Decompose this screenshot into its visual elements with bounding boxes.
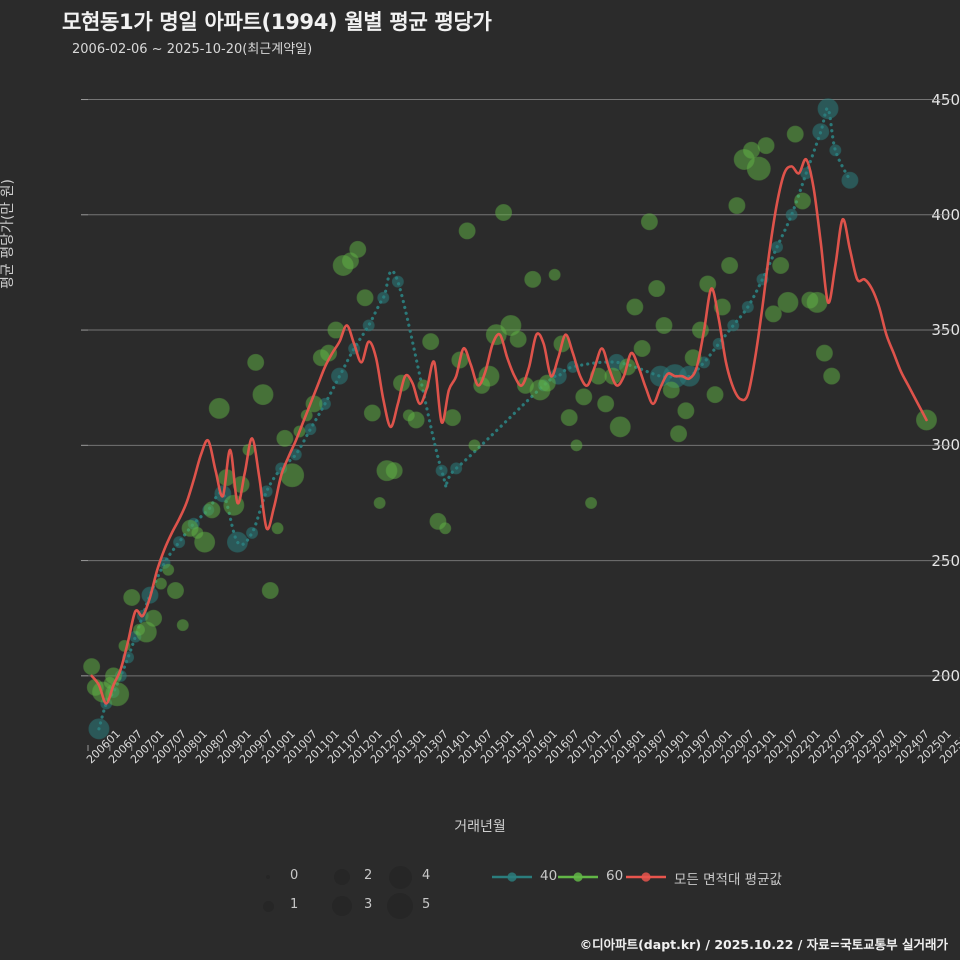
y-axis-tick: 450 xyxy=(931,90,960,109)
y-axis-tick: 400 xyxy=(931,205,960,224)
legend-size-marker xyxy=(262,900,274,912)
legend-size-label: 4 xyxy=(422,868,431,883)
legend-size-label: 1 xyxy=(290,897,299,912)
y-axis-tick: 200 xyxy=(931,666,960,685)
legend-size-label: 5 xyxy=(422,897,431,912)
legend-size-marker xyxy=(332,896,352,916)
legend-size-label: 2 xyxy=(364,868,373,883)
legend-size-label: 0 xyxy=(290,868,299,883)
y-axis-tick: 250 xyxy=(931,551,960,570)
series-40 xyxy=(88,98,859,740)
legend-size-marker xyxy=(388,865,412,889)
legend-series-label[interactable]: 40 xyxy=(540,868,558,884)
y-axis-tick: 350 xyxy=(931,321,960,340)
legend-series-swatch[interactable] xyxy=(490,868,534,886)
legend-series-label[interactable]: 모든 면적대 평균값 xyxy=(674,872,782,888)
legend-series-swatch[interactable] xyxy=(624,868,668,886)
footer-credit: ©디아파트(dapt.kr) / 2025.10.22 / 자료=국토교통부 실… xyxy=(579,937,948,952)
y-axis-title: 평균 평당가(만 원) xyxy=(0,179,16,289)
legend-series-label[interactable]: 60 xyxy=(606,868,624,884)
page-subtitle: 2006-02-06 ~ 2025-10-20(최근계약일) xyxy=(72,42,313,57)
x-axis-title: 거래년월 xyxy=(454,819,506,835)
legend-size-marker xyxy=(334,869,350,885)
page-title: 모현동1가 명일 아파트(1994) 월별 평균 평당가 xyxy=(62,10,492,34)
y-axis-tick: 300 xyxy=(931,436,960,455)
legend-size-marker xyxy=(266,875,270,879)
legend-series-swatch[interactable] xyxy=(556,868,600,886)
legend-size-label: 3 xyxy=(364,897,373,912)
series-average xyxy=(90,158,928,705)
legend-size-marker xyxy=(387,893,413,919)
series-60 xyxy=(83,125,937,707)
